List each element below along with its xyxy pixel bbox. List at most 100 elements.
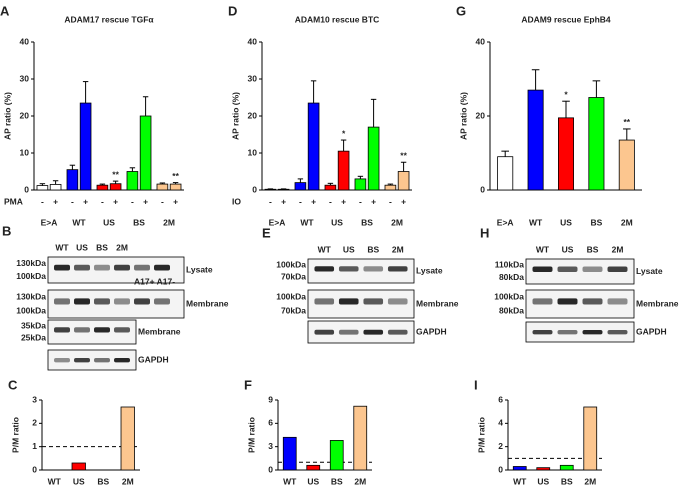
chart-title: ADAM10 rescue BTC (295, 14, 380, 24)
bar (397, 171, 410, 191)
x-tick-label: WT (48, 476, 62, 486)
panel-label: A (0, 3, 10, 18)
blot-band (94, 327, 110, 333)
blot-band (532, 298, 553, 305)
bar (36, 185, 49, 191)
blot-band (54, 358, 70, 363)
row-label: Membrane (416, 298, 459, 308)
x-tick-label: BS (590, 217, 602, 227)
x-tick-label: WT (300, 217, 314, 227)
y-tick-label: 2 (32, 418, 37, 428)
extra-label: A17+ A17- (134, 276, 175, 286)
chart-title: ADAM17 rescue TGFα (64, 14, 154, 24)
y-tick-label: 0 (498, 464, 503, 474)
bar (337, 150, 350, 191)
significance: ** (400, 151, 407, 161)
y-tick-label: 10 (20, 147, 30, 157)
row-label: Lysate (186, 264, 213, 274)
significance: ** (112, 169, 119, 179)
blot-band (582, 298, 603, 305)
y-tick-label: 6 (498, 394, 503, 404)
bar (71, 462, 86, 471)
significance: * (564, 89, 568, 99)
y-axis-label: AP ratio (%) (458, 92, 468, 140)
treatment-level: + (83, 196, 88, 206)
treatment-level: - (389, 196, 392, 206)
x-tick-label: E>A (41, 217, 58, 227)
y-tick-label: 0 (268, 464, 273, 474)
blot-band (94, 358, 110, 363)
blot-band (363, 329, 384, 335)
bar (324, 184, 337, 191)
blot-band (338, 329, 359, 335)
blot-band (557, 330, 578, 335)
bar (156, 183, 169, 191)
blot-band (94, 298, 110, 305)
panel-label: H (480, 225, 489, 240)
blot-band (607, 266, 628, 272)
treatment-level: - (269, 196, 272, 206)
bar (536, 467, 551, 471)
bar (306, 464, 321, 471)
treatment-level: - (101, 196, 104, 206)
treatment-level: + (173, 196, 178, 206)
row-label: GAPDH (138, 354, 169, 364)
blot-band (582, 330, 603, 335)
chart-title: ADAM9 rescue EphB4 (521, 14, 611, 24)
row-label: Membrane (186, 298, 229, 308)
lane-label: 2M (392, 244, 404, 254)
x-tick-label: US (73, 476, 85, 486)
marker-label: 80kDa (499, 305, 524, 315)
treatment-level: + (143, 196, 148, 206)
blot-band (532, 266, 553, 272)
bar (96, 184, 109, 191)
y-tick-label: 10 (248, 147, 258, 157)
x-tick-label: BS (561, 476, 573, 486)
marker-label: 100kDa (276, 259, 306, 269)
bar (588, 97, 605, 191)
y-tick-label: 20 (476, 110, 486, 120)
blot-band (154, 298, 170, 305)
blot-band (363, 298, 384, 305)
y-tick-label: 2 (498, 441, 503, 451)
significance: ** (172, 171, 179, 181)
bar (367, 126, 380, 191)
blot-band (314, 266, 335, 272)
y-tick-label: 0 (32, 464, 37, 474)
row-label: Lysate (416, 265, 443, 275)
x-tick-label: 2M (584, 476, 596, 486)
bar (384, 184, 397, 191)
panel-label: G (456, 3, 466, 18)
blot-band (154, 264, 170, 271)
marker-label: 100kDa (276, 291, 306, 301)
blot-band (114, 358, 130, 363)
blot-band (74, 264, 90, 271)
treatment-level: + (113, 196, 118, 206)
bar (294, 182, 307, 191)
bar (559, 464, 574, 471)
x-tick-label: US (307, 476, 319, 486)
marker-label: 25kDa (21, 332, 46, 342)
bar (354, 178, 367, 191)
bar (282, 436, 297, 471)
treatment-level: + (281, 196, 286, 206)
bar (497, 156, 514, 191)
blot-band (387, 298, 408, 305)
x-tick-label: E>A (497, 217, 514, 227)
significance: ** (623, 117, 630, 127)
row-label: Membrane (636, 298, 679, 308)
y-tick-label: 6 (268, 418, 273, 428)
blot-band (338, 298, 359, 305)
blot-band (387, 266, 408, 272)
y-axis-label: AP ratio (%) (230, 92, 240, 140)
bar (169, 183, 182, 191)
treatment-level: - (41, 196, 44, 206)
bar (109, 183, 122, 191)
treatment-level: + (53, 196, 58, 206)
blot-band (74, 327, 90, 333)
blot-band (74, 298, 90, 305)
bar (49, 184, 62, 191)
y-tick-label: 3 (268, 441, 273, 451)
panel-label: I (474, 377, 478, 392)
treatment-label: PMA (4, 196, 23, 206)
